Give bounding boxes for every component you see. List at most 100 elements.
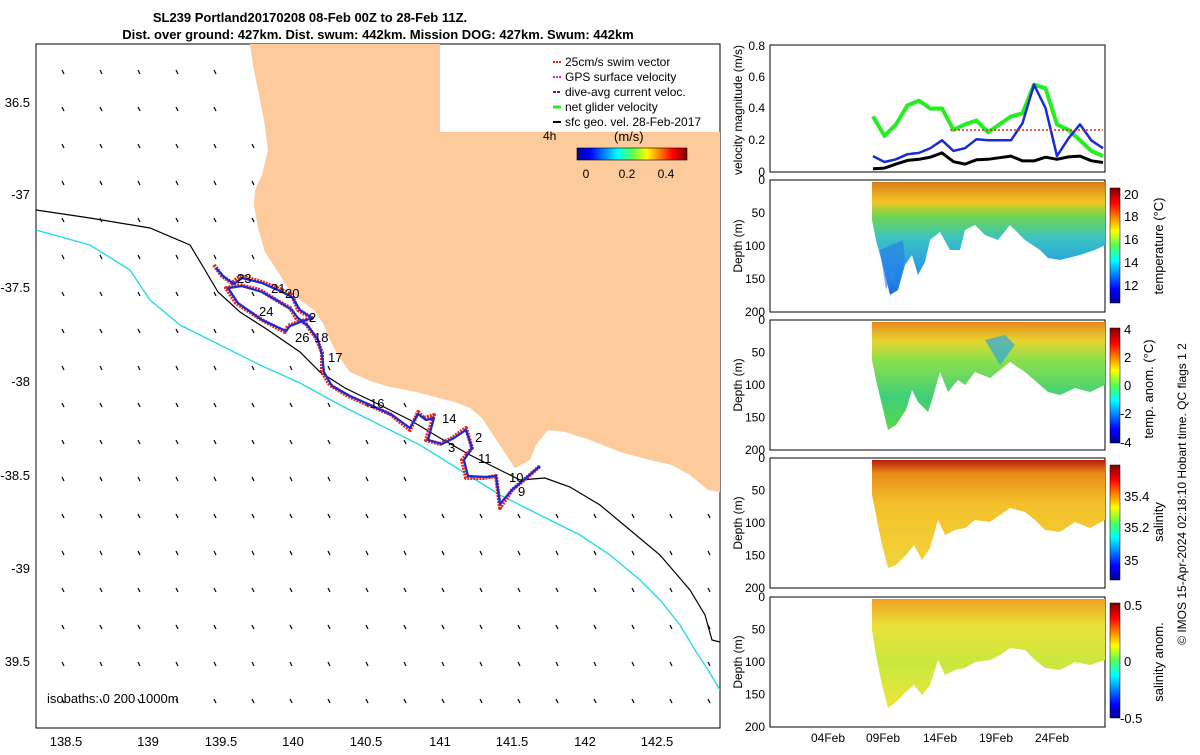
day-label: 26 [295, 330, 309, 345]
vector-arrow [251, 698, 255, 704]
velocity-ytick: 0.2 [748, 133, 765, 147]
velocity-ylabel: velocity magnitude (m/s) [731, 45, 745, 175]
vector-arrow [175, 661, 179, 667]
vector-arrow [327, 439, 331, 445]
vector-arrow [99, 328, 103, 334]
vector-arrow [441, 587, 445, 593]
day-label: 16 [370, 396, 384, 411]
depth-tick: 150 [745, 549, 765, 563]
vector-arrow [213, 106, 217, 112]
vector-arrow [61, 587, 65, 593]
temperature-cbar-tick: 14 [1124, 255, 1138, 270]
vector-arrow [175, 328, 179, 334]
title-line-1: SL239 Portland20170208 08-Feb 00Z to 28-… [153, 10, 467, 25]
day-label: 9 [518, 484, 525, 499]
date-tick: 14Feb [923, 731, 957, 745]
vector-arrow [137, 624, 141, 630]
velocity-frame [769, 44, 1106, 173]
vector-arrow [327, 624, 331, 630]
salinity-cbar-label: salinity [1151, 502, 1166, 542]
day-label: 10 [509, 470, 523, 485]
vector-arrow [61, 698, 65, 704]
depth-tick: 100 [745, 378, 765, 392]
vector-arrow [137, 698, 141, 704]
vector-arrow [137, 476, 141, 482]
vector-arrow [365, 624, 369, 630]
depth-tick: 100 [745, 239, 765, 253]
vector-arrow [289, 365, 293, 371]
vector-arrow [137, 217, 141, 223]
vector-arrow [175, 698, 179, 704]
date-ticks: 04Feb 09Feb 14Feb 19Feb 24Feb [811, 731, 1069, 745]
lat-tick: 39.5 [5, 654, 30, 669]
vector-arrow [251, 328, 255, 334]
vector-arrow [99, 439, 103, 445]
vector-arrow [441, 698, 445, 704]
vector-arrow [99, 365, 103, 371]
lat-tick: -38 [11, 374, 30, 389]
depth-ylabel: Depth (m) [731, 358, 745, 411]
vector-arrow [213, 365, 217, 371]
temp-anom-cbar-ticks: 4 2 0 -2 -4 [1120, 322, 1132, 450]
day-label: 2 [475, 430, 482, 445]
velocity-ytick: 0.6 [748, 70, 765, 84]
vector-arrow [669, 661, 673, 667]
temperature-cbar-tick: 18 [1124, 209, 1138, 224]
vector-arrow [251, 513, 255, 519]
vector-arrow [289, 587, 293, 593]
velocity-panel: 0 0.2 0.4 0.6 0.8 velocity magnitude (m/… [731, 39, 1106, 179]
vector-arrow [99, 291, 103, 297]
lat-tick: -39 [11, 561, 30, 576]
vector-arrow [251, 550, 255, 556]
depth-tick: 0 [758, 590, 765, 604]
colorbar-unit: (m/s) [614, 129, 644, 144]
vector-arrow [327, 402, 331, 408]
legend-dive-avg: dive-avg current veloc. [565, 85, 686, 99]
vector-arrow [707, 698, 711, 704]
vector-arrow [251, 439, 255, 445]
vector-arrow [403, 476, 407, 482]
vector-arrow [669, 550, 673, 556]
depth-tick: 200 [745, 443, 765, 457]
depth-tick: 0 [758, 173, 765, 187]
vector-arrow [631, 624, 635, 630]
vector-arrow [707, 550, 711, 556]
lon-tick: 138.5 [50, 734, 83, 749]
vector-arrow [137, 254, 141, 260]
vector-arrow [137, 180, 141, 186]
vector-arrow [213, 587, 217, 593]
vector-arrow [213, 328, 217, 334]
vector-arrow [213, 291, 217, 297]
sal-anom-cbar-tick: -0.5 [1120, 711, 1142, 726]
vector-arrow [175, 587, 179, 593]
vector-arrow [365, 513, 369, 519]
vector-arrow [175, 439, 179, 445]
vector-arrow [175, 402, 179, 408]
temperature-panel: 20 18 16 14 12 temperature (°C) [769, 179, 1166, 313]
vector-arrow [593, 624, 597, 630]
isobath-200m [36, 209, 720, 643]
vector-arrow [61, 106, 65, 112]
depth-tick: 50 [752, 623, 766, 637]
vector-arrow [137, 365, 141, 371]
vector-arrow [213, 143, 217, 149]
vector-arrow [175, 254, 179, 260]
vector-arrow [327, 550, 331, 556]
vector-arrow [327, 698, 331, 704]
vector-arrow [61, 661, 65, 667]
vector-arrow [365, 587, 369, 593]
legend-sfc-geo: sfc geo. vel. 28-Feb-2017 [565, 115, 701, 129]
vector-arrow [479, 513, 483, 519]
depth-tick: 100 [745, 655, 765, 669]
temperature-cold-patch [880, 240, 905, 290]
vector-arrow [137, 513, 141, 519]
vector-arrow [403, 698, 407, 704]
vector-arrow [251, 661, 255, 667]
colorbar-tick: 0.4 [658, 167, 675, 181]
date-tick: 24Feb [1035, 731, 1069, 745]
temp-anom-cbar-tick: -4 [1120, 435, 1132, 450]
vector-arrow [365, 439, 369, 445]
velocity-ytick: 0.4 [748, 101, 765, 115]
vector-arrow [61, 476, 65, 482]
lon-tick: 142.5 [641, 734, 674, 749]
